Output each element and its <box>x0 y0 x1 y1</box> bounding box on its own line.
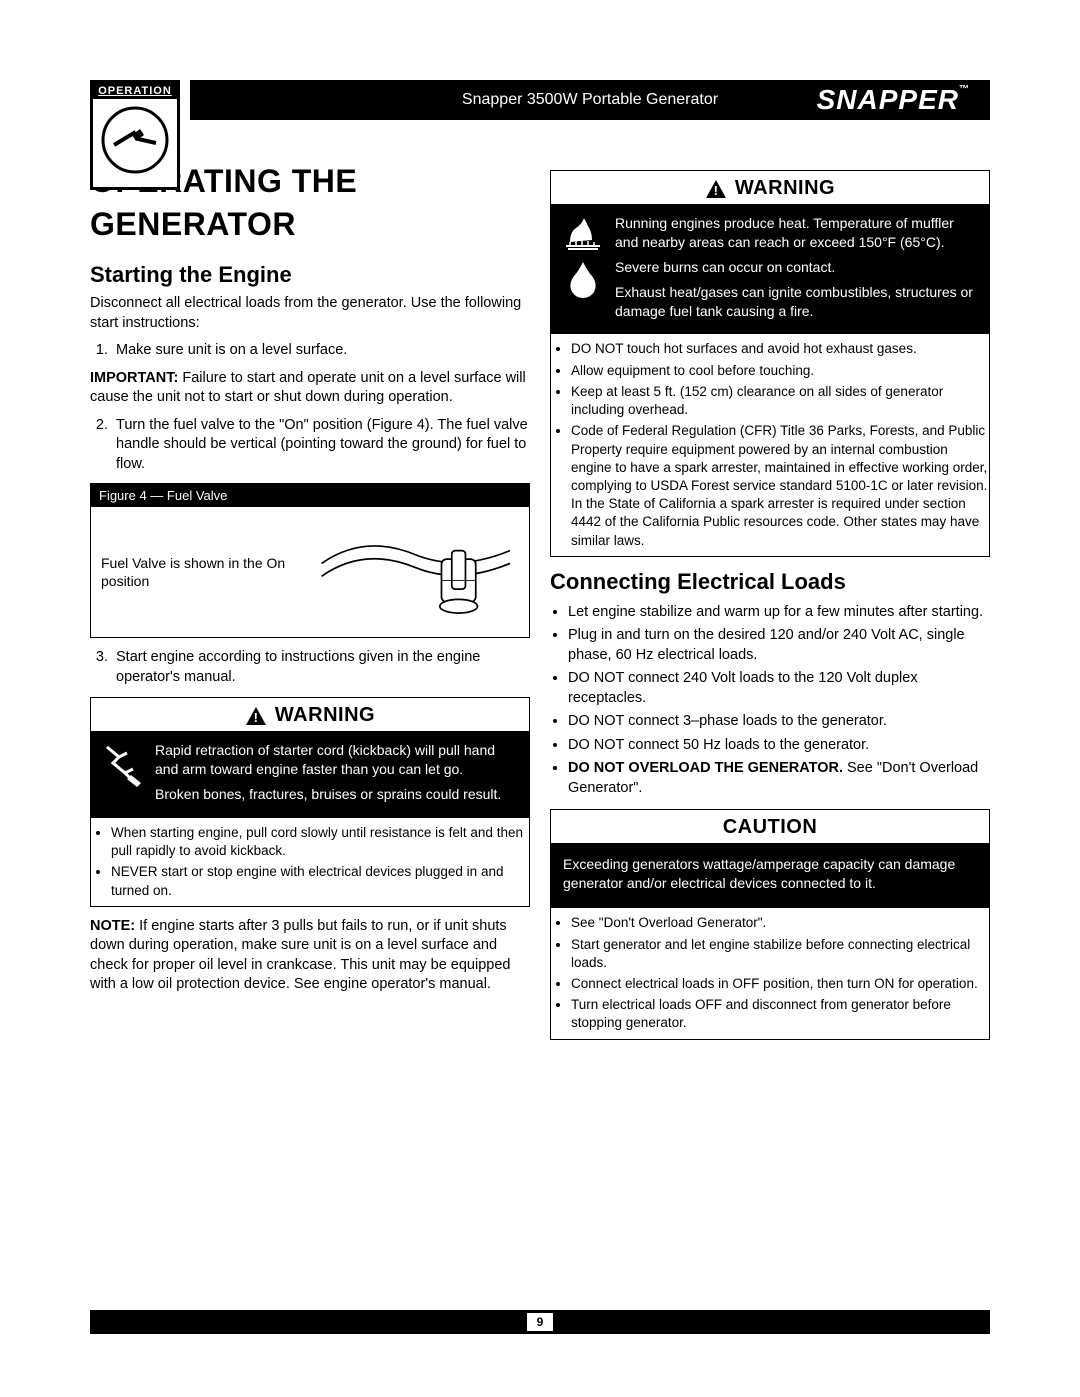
warning-kickback-bullets: When starting engine, pull cord slowly u… <box>111 824 529 900</box>
start-steps-3: Start engine according to instructions g… <box>112 648 530 687</box>
warning-heat-bullets: DO NOT touch hot surfaces and avoid hot … <box>571 340 989 549</box>
left-column: OPERATING THE GENERATOR Starting the Eng… <box>90 160 530 1050</box>
brand-name: SNAPPER <box>817 84 959 115</box>
warning-kickback: ! WARNING Rapid retraction of starter co… <box>90 697 530 907</box>
starting-intro: Disconnect all electrical loads from the… <box>90 294 530 333</box>
warning-heat-head: ! WARNING <box>551 171 989 204</box>
caution-head: CAUTION <box>551 810 989 843</box>
caution-p1: Exceeding generators wattage/amperage ca… <box>563 855 977 893</box>
fuel-valve-illustration <box>313 517 519 627</box>
figure-4-caption: Fuel Valve is shown in the On position <box>101 554 303 590</box>
cl-b5: DO NOT connect 50 Hz loads to the genera… <box>568 736 990 756</box>
brand-tm: ™ <box>959 84 970 95</box>
connecting-loads-heading: Connecting Electrical Loads <box>550 567 990 597</box>
caution-body: Exceeding generators wattage/amperage ca… <box>551 843 989 909</box>
warn2-p2: Severe burns can occur on contact. <box>615 258 979 277</box>
step-1: Make sure unit is on a level surface. <box>112 341 530 361</box>
cl-b6-bold: DO NOT OVERLOAD THE GENERATOR. <box>568 760 843 776</box>
warn2-p1: Running engines produce heat. Temperatur… <box>615 214 979 252</box>
page-footer-bar: 9 <box>90 1310 990 1334</box>
warning-triangle-icon: ! <box>245 706 267 726</box>
warn1-p2: Broken bones, fractures, bruises or spra… <box>155 785 519 804</box>
warn2-b1: DO NOT touch hot surfaces and avoid hot … <box>571 340 989 358</box>
important-label: IMPORTANT: <box>90 370 178 386</box>
operation-badge-icon <box>93 99 177 181</box>
warn2-p3: Exhaust heat/gases can ignite combustibl… <box>615 283 979 321</box>
svg-text:!: ! <box>253 710 258 725</box>
warning-kickback-head: ! WARNING <box>91 698 529 731</box>
right-column: ! WARNING Running engines produce he <box>550 160 990 1050</box>
page-number: 9 <box>527 1313 554 1331</box>
caution-title: CAUTION <box>723 814 818 841</box>
figure-4: Figure 4 — Fuel Valve Fuel Valve is show… <box>90 483 530 639</box>
figure-4-body: Fuel Valve is shown in the On position <box>91 507 529 637</box>
warning-kickback-body: Rapid retraction of starter cord (kickba… <box>91 731 529 818</box>
operation-badge: OPERATION <box>90 80 180 190</box>
caution-b4: Turn electrical loads OFF and disconnect… <box>571 996 989 1032</box>
connecting-loads-bullets: Let engine stabilize and warm up for a f… <box>568 603 990 799</box>
page-header-bar: Snapper 3500W Portable Generator SNAPPER… <box>190 80 990 120</box>
step-3: Start engine according to instructions g… <box>112 648 530 687</box>
svg-text:!: ! <box>713 183 718 198</box>
cl-b6: DO NOT OVERLOAD THE GENERATOR. See "Don'… <box>568 759 990 798</box>
warn2-b3: Keep at least 5 ft. (152 cm) clearance o… <box>571 383 989 419</box>
start-steps: Make sure unit is on a level surface. <box>112 341 530 361</box>
step-2: Turn the fuel valve to the "On" position… <box>112 416 530 475</box>
hot-surface-icon <box>562 212 604 252</box>
warning-heat-title: WARNING <box>735 175 835 202</box>
caution-overload: CAUTION Exceeding generators wattage/amp… <box>550 809 990 1040</box>
warning-heat-text: Running engines produce heat. Temperatur… <box>615 212 979 326</box>
note-text: If engine starts after 3 pulls but fails… <box>90 918 510 993</box>
important-note: IMPORTANT: Failure to start and operate … <box>90 369 530 408</box>
caution-b3: Connect electrical loads in OFF position… <box>571 975 989 993</box>
kickback-icon <box>101 739 145 810</box>
operation-badge-label: OPERATION <box>93 83 177 99</box>
cl-b2: Plug in and turn on the desired 120 and/… <box>568 626 990 665</box>
warning-kickback-title: WARNING <box>275 702 375 729</box>
warning-kickback-text: Rapid retraction of starter cord (kickba… <box>155 739 519 810</box>
warning-heat: ! WARNING Running engines produce he <box>550 170 990 557</box>
caution-b2: Start generator and let engine stabilize… <box>571 936 989 972</box>
cl-b4: DO NOT connect 3–phase loads to the gene… <box>568 712 990 732</box>
start-steps-2: Turn the fuel valve to the "On" position… <box>112 416 530 475</box>
warn2-b4: Code of Federal Regulation (CFR) Title 3… <box>571 422 989 550</box>
brand-logo: SNAPPER™ <box>817 84 970 116</box>
heat-fire-icons <box>561 212 605 326</box>
warn1-b2: NEVER start or stop engine with electric… <box>111 863 529 899</box>
cl-b3: DO NOT connect 240 Volt loads to the 120… <box>568 669 990 708</box>
warning-heat-body: Running engines produce heat. Temperatur… <box>551 204 989 334</box>
warn2-b2: Allow equipment to cool before touching. <box>571 362 989 380</box>
note-paragraph: NOTE: If engine starts after 3 pulls but… <box>90 917 530 995</box>
caution-text: Exceeding generators wattage/amperage ca… <box>563 853 977 899</box>
content-columns: OPERATING THE GENERATOR Starting the Eng… <box>90 160 990 1050</box>
starting-engine-heading: Starting the Engine <box>90 260 530 290</box>
caution-bullets: See "Don't Overload Generator". Start ge… <box>571 914 989 1032</box>
warn1-b1: When starting engine, pull cord slowly u… <box>111 824 529 860</box>
caution-b1: See "Don't Overload Generator". <box>571 914 989 932</box>
cl-b1: Let engine stabilize and warm up for a f… <box>568 603 990 623</box>
warning-triangle-icon: ! <box>705 179 727 199</box>
warn1-p1: Rapid retraction of starter cord (kickba… <box>155 741 519 779</box>
note-label: NOTE: <box>90 918 135 934</box>
fire-icon <box>562 258 604 300</box>
figure-4-title: Figure 4 — Fuel Valve <box>91 484 529 508</box>
